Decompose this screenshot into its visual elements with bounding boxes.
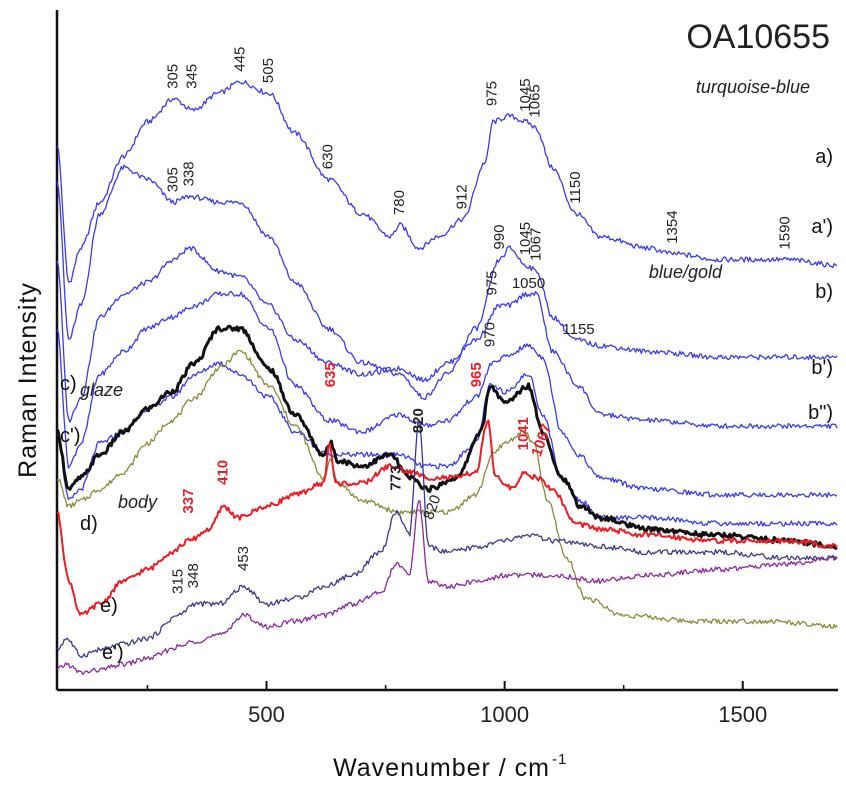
x-axis-title-superscript: -1 (552, 751, 567, 768)
series-line-4 (56, 361, 838, 527)
peak-label-15: 990 (491, 225, 508, 250)
peak-label-16: 1045 (517, 222, 534, 255)
peak-label-7: 975 (484, 81, 501, 106)
series-note-2: blue/gold (649, 262, 723, 282)
peak-label-2: 445 (231, 47, 248, 72)
peak-label-22: 635 (322, 362, 339, 387)
peak-label-3: 505 (260, 58, 277, 83)
series-line-0 (56, 80, 838, 283)
x-axis-title: Wavenumber / cm (333, 754, 550, 782)
peak-label-31: 315 (169, 569, 186, 594)
peak-label-0: 305 (165, 64, 182, 89)
series-note-5: glaze (80, 380, 123, 400)
x-tick-label-1500: 1500 (718, 702, 767, 727)
chart-title: OA10655 (686, 18, 830, 56)
peak-label-6: 912 (454, 184, 471, 209)
series-line-7 (56, 419, 838, 616)
peak-label-1: 345 (184, 64, 201, 89)
series-label-9: e') (102, 642, 124, 664)
peak-label-21: 970 (481, 322, 498, 347)
series-label-5: c) (60, 373, 77, 395)
series-line-6 (56, 349, 838, 629)
peak-label-17: 1067 (528, 228, 545, 261)
peak-label-12: 1590 (777, 216, 794, 249)
peak-label-29: 820 (420, 493, 445, 522)
peak-label-8: 1045 (517, 78, 534, 111)
peak-label-10: 1150 (567, 171, 584, 203)
series-line-2 (56, 246, 838, 430)
x-tick-label-1000: 1000 (480, 702, 529, 727)
series-line-3 (56, 291, 838, 498)
peak-label-33: 453 (235, 546, 252, 571)
series-label-7: d) (80, 513, 98, 535)
series-note-7: body (118, 492, 158, 512)
peak-label-23: 965 (468, 362, 485, 387)
series-line-9 (56, 500, 838, 675)
peak-label-13: 305 (165, 167, 182, 192)
series-label-4: b") (808, 402, 833, 424)
y-axis-title: Raman Intensity (14, 282, 42, 478)
series-line-1 (56, 164, 838, 401)
peak-label-11: 1354 (664, 210, 681, 243)
peak-label-18: 975 (484, 270, 501, 295)
series-label-0: a) (815, 146, 833, 168)
series-label-1: a') (811, 216, 833, 238)
peak-label-32: 348 (185, 563, 202, 588)
peak-label-24: 820 (410, 408, 427, 433)
peak-label-27: 337 (180, 489, 197, 514)
peak-label-20: 1155 (562, 321, 594, 338)
series-line-8 (56, 419, 838, 659)
series-line-5 (55, 324, 838, 550)
series-label-6: c') (60, 425, 80, 447)
series-label-2: b) (815, 281, 833, 303)
series-label-8: e) (100, 595, 118, 617)
peak-label-5: 780 (391, 190, 408, 215)
peak-label-14: 338 (180, 161, 197, 186)
peak-label-19: 1050 (512, 275, 545, 292)
chart-axes: 500 1000 1500 (55, 10, 838, 727)
peak-label-30: 773 (387, 466, 404, 491)
series-note-0: turquoise-blue (696, 77, 810, 97)
x-axis-ticks: 500 1000 1500 (146, 681, 767, 727)
x-tick-label-500: 500 (248, 702, 285, 727)
peak-label-25: 1041 (515, 417, 532, 450)
peak-label-9: 1065 (527, 84, 544, 117)
peak-label-28: 410 (215, 460, 232, 485)
series-labels: a) turquoise-blue a') b) blue/gold b') b") c) gl… (60, 77, 833, 664)
series-layer (55, 80, 838, 675)
peak-label-4: 630 (319, 144, 336, 169)
series-label-3: b') (811, 357, 833, 379)
